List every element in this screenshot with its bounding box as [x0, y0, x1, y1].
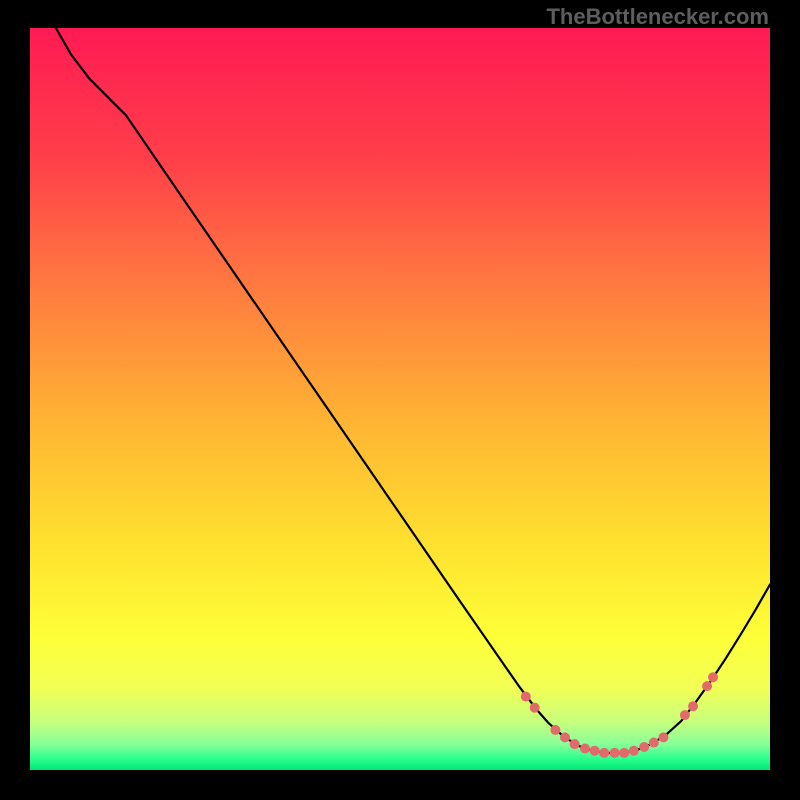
plot-area — [30, 28, 770, 770]
chart-stage: TheBottlenecker.com — [0, 0, 800, 800]
watermark-text: TheBottlenecker.com — [546, 4, 769, 30]
